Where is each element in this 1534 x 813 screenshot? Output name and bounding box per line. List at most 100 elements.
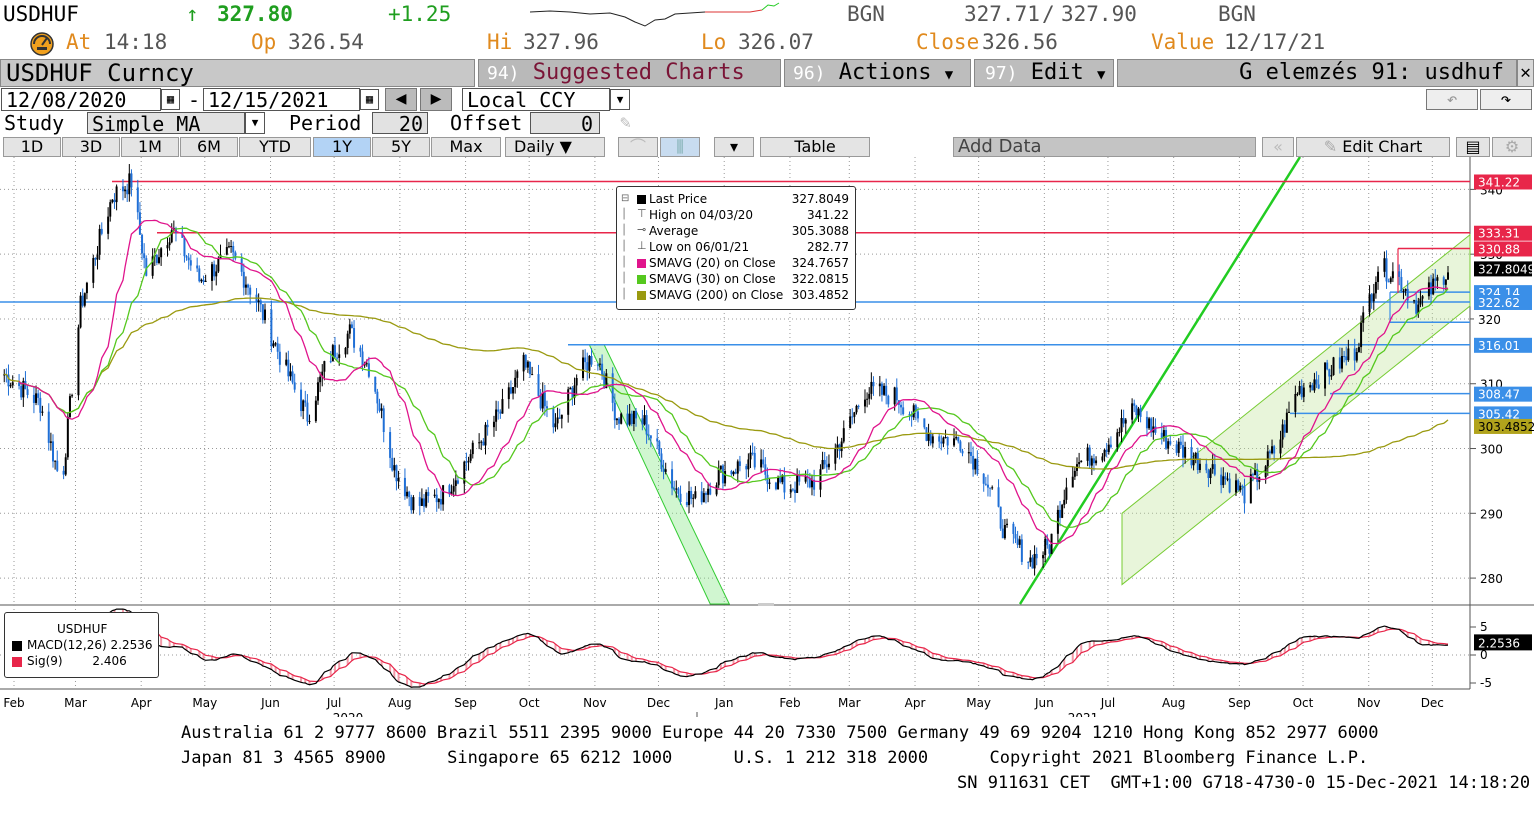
month-label: Aug	[388, 696, 411, 710]
undo-button[interactable]: ↶	[1426, 89, 1478, 110]
footer-phones-line: Australia 61 2 9777 8600 Brazil 5511 239…	[181, 723, 1379, 743]
candle-body	[1241, 485, 1244, 487]
candle-body	[278, 351, 281, 365]
candle-body	[529, 361, 532, 375]
candle-body	[1302, 387, 1305, 397]
actions-menu[interactable]: 96) Actions ▼	[784, 59, 971, 87]
period-input[interactable]: 20	[372, 112, 428, 134]
macd-legend[interactable]: USDHUF MACD(12,26) 2.2536 Sig(9) 2.406	[4, 612, 159, 678]
candle-body	[215, 271, 218, 277]
collapse-icon[interactable]: «	[1262, 137, 1294, 157]
candle-body	[454, 480, 457, 487]
candle-body	[908, 414, 911, 416]
redo-button[interactable]: ↷	[1480, 89, 1532, 110]
table-button[interactable]: Table	[760, 137, 870, 157]
calendar-icon[interactable]: ▦	[360, 89, 379, 110]
suggested-charts-label: Suggested Charts	[532, 60, 745, 85]
candle-body	[452, 486, 455, 492]
price-tag-label: 316.01	[1478, 339, 1520, 353]
candle-body	[834, 448, 837, 464]
candle-body	[49, 441, 52, 443]
candle-body	[798, 475, 801, 482]
month-label: Sep	[454, 696, 477, 710]
candle-body	[967, 452, 970, 454]
timeframe-3d[interactable]: 3D	[62, 137, 120, 157]
candle-body	[37, 393, 40, 398]
candle-body	[47, 411, 50, 443]
timeframe-1d[interactable]: 1D	[3, 137, 61, 157]
chevron-down-icon[interactable]: ▾	[714, 137, 754, 157]
chart-settings-icon[interactable]: ▤	[1456, 137, 1490, 157]
calendar-icon[interactable]: ▦	[161, 89, 180, 110]
candle-body	[1398, 271, 1401, 277]
study-select[interactable]: Simple MA	[87, 112, 245, 134]
timeframe-1m[interactable]: 1M	[121, 137, 179, 157]
edit-menu[interactable]: 97) Edit ▼	[974, 59, 1114, 87]
frequency-select[interactable]: Daily ▼	[505, 137, 605, 157]
candle-body	[467, 460, 470, 463]
chart-legend[interactable]: ⊟ Last Price 327.8049 │ ⊤ High on 04/03/20 341…	[616, 186, 856, 310]
candle-body	[586, 362, 589, 371]
line-chart-icon[interactable]: ⌒	[618, 137, 658, 157]
candle-body	[571, 387, 574, 398]
start-date-field[interactable]: 12/08/2020	[1, 88, 161, 111]
price-tag-label: 320	[1478, 313, 1501, 327]
legend-value: 324.7657	[791, 256, 849, 270]
close-icon[interactable]: ✕	[1517, 59, 1534, 87]
candle-body	[887, 395, 890, 405]
pencil-icon[interactable]: ✎	[620, 112, 631, 133]
candle-body	[715, 485, 718, 495]
add-data-field[interactable]: Add Data	[953, 137, 1256, 157]
candle-body	[138, 212, 141, 235]
candle-body	[1211, 464, 1214, 470]
candle-body	[721, 465, 724, 484]
candle-body	[482, 441, 485, 446]
timeframe-1y[interactable]: 1Y	[313, 137, 371, 157]
signal-label: Sig(9)	[27, 654, 63, 668]
candle-body	[878, 383, 881, 387]
candle-body	[1120, 418, 1123, 433]
candle-body	[679, 493, 682, 502]
panel-resize-handle[interactable]	[758, 603, 774, 606]
legend-value: 341.22	[807, 208, 849, 222]
candle-body	[923, 418, 926, 428]
offset-input[interactable]: 0	[530, 112, 600, 134]
chevron-down-icon: ▼	[944, 67, 954, 83]
next-period-button[interactable]: ▶	[420, 88, 452, 111]
candle-body	[647, 434, 650, 436]
candle-body	[306, 402, 309, 422]
candle-body	[910, 414, 913, 418]
candle-body	[1046, 538, 1049, 546]
candle-body	[35, 393, 38, 403]
candle-body	[1020, 539, 1023, 562]
candle-body	[645, 415, 648, 435]
smavg-20-line	[18, 219, 1449, 545]
end-date-field[interactable]: 12/15/2021	[203, 88, 360, 111]
chevron-down-icon[interactable]: ▼	[245, 112, 265, 134]
timeframe-ytd[interactable]: YTD	[239, 137, 311, 157]
candle-body	[145, 258, 148, 276]
timeframe-max[interactable]: Max	[431, 137, 501, 157]
frequency-value: Daily	[514, 137, 555, 156]
collapse-icon[interactable]: ⊟	[621, 193, 630, 204]
bar-chart-icon[interactable]: ⫼	[660, 137, 700, 157]
candle-body	[242, 271, 245, 288]
previous-period-button[interactable]: ◀	[385, 88, 417, 111]
edit-chart-button[interactable]: ✎ Edit Chart	[1296, 137, 1450, 157]
gear-icon[interactable]: ⚙	[1492, 137, 1532, 157]
timeframe-6m[interactable]: 6M	[180, 137, 238, 157]
candle-body	[1059, 509, 1062, 518]
suggested-charts-menu[interactable]: 94) Suggested Charts	[478, 59, 781, 87]
timeframe-5y[interactable]: 5Y	[372, 137, 430, 157]
candle-body	[136, 187, 139, 213]
candle-body	[895, 387, 898, 401]
currency-select[interactable]: Local CCY	[462, 88, 610, 111]
security-field[interactable]: USDHUF Curncy	[0, 59, 475, 87]
candle-body	[1003, 524, 1006, 539]
candle-body	[925, 427, 928, 441]
candle-body	[719, 465, 722, 470]
candle-body	[217, 258, 220, 272]
candle-body	[632, 410, 635, 425]
candle-body	[914, 405, 917, 412]
chevron-down-icon[interactable]: ▼	[610, 89, 630, 110]
